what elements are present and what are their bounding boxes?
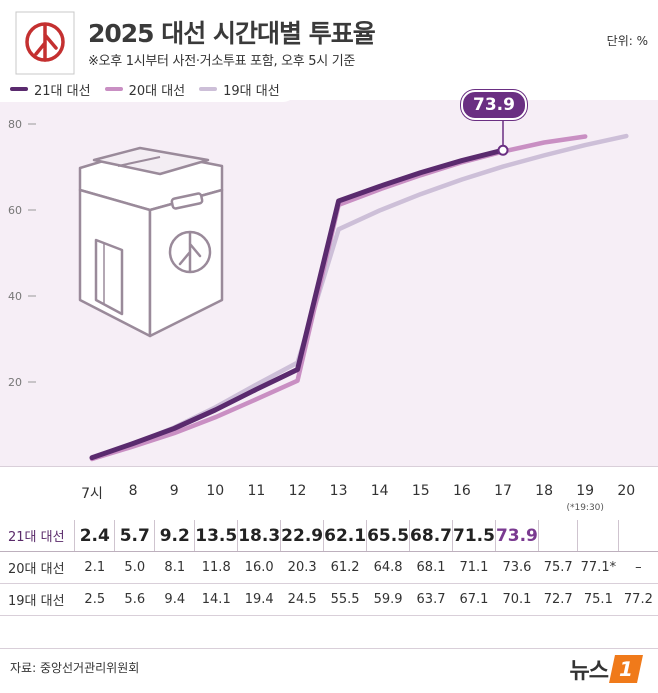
hour-label: 12 — [288, 483, 307, 499]
end-marker — [497, 118, 509, 156]
source-note: 자료: 중앙선거관리위원회 — [10, 661, 140, 675]
unit-label: 단위: % — [606, 34, 648, 48]
table-cell: 24.5 — [280, 583, 324, 616]
legend-swatch-21 — [10, 87, 28, 91]
hour-label: 15 — [411, 483, 430, 499]
table-cell: 68.7 — [409, 520, 453, 552]
hour-label: 8 — [128, 483, 138, 499]
brand-text: 뉴스 — [569, 659, 609, 684]
table-cell: 22.9 — [280, 520, 324, 552]
table-cell: 55.5 — [323, 583, 367, 616]
chart-header: 2025 대선 시간대별 투표율 ※오후 1시부터 사전·거소투표 포함, 오후… — [0, 0, 658, 100]
legend-swatch-19 — [199, 87, 218, 91]
callout-value: 73.9 — [461, 90, 527, 121]
table-cell: 61.2 — [323, 551, 367, 584]
table-cell: – — [618, 551, 658, 584]
ballot-box-illustration — [78, 146, 224, 338]
table-cell — [537, 520, 578, 552]
hour-label: 13 — [329, 483, 348, 499]
table-cell: 71.1 — [452, 551, 496, 584]
hour-label: 16 — [452, 483, 471, 499]
hour-label: 20 — [617, 483, 636, 499]
table-cell: 64.8 — [366, 551, 410, 584]
table-cell: 62.1 — [323, 520, 367, 552]
chart-subtitle: ※오후 1시부터 사전·거소투표 포함, 오후 5시 기준 — [88, 54, 356, 69]
table-cell: 5.7 — [114, 520, 155, 552]
hour-header-row: 7시 8 9 10 11 12 13 14 15 16 17 18 19 20 (*19:30) — [0, 466, 658, 521]
table-cell — [577, 520, 619, 552]
end-point — [497, 144, 509, 156]
table-cell: 9.4 — [154, 583, 195, 616]
hour-label: 9 — [169, 483, 179, 499]
hour-label: 18 — [535, 483, 554, 499]
table-cell: 5.0 — [114, 551, 155, 584]
series-line-21대 대선 — [89, 147, 506, 461]
line-chart: 20 40 60 80 — [8, 118, 629, 462]
table-cell: 65.5 — [366, 520, 410, 552]
legend: 21대 대선 20대 대선 19대 대선 — [0, 76, 296, 102]
brand-logo: 뉴스 1 — [569, 653, 643, 685]
legend-swatch-20 — [104, 87, 123, 91]
table-cell: 2.4 — [74, 520, 115, 552]
table-cell: 73.9 — [494, 520, 539, 552]
hour-label: 10 — [206, 483, 225, 499]
chart-title: 2025 대선 시간대별 투표율 — [88, 19, 376, 48]
row-label: 21대 대선 — [0, 520, 75, 552]
ballot-logo-icon — [15, 11, 75, 75]
table-row: 19대 대선 2.5 5.6 9.4 14.1 19.4 24.5 55.5 59.9 63.7 6… — [0, 583, 658, 616]
callout-label: 73.9 — [461, 90, 527, 121]
table-cell: 75.7 — [538, 551, 578, 584]
table-row: 20대 대선 2.1 5.0 8.1 11.8 16.0 20.3 61.2 64.8 68.1 7… — [0, 551, 658, 584]
legend-item-20: 20대 대선 — [104, 80, 186, 99]
table-cell: 63.7 — [409, 583, 453, 616]
table-cell: 9.2 — [154, 520, 195, 552]
y-tick-label: 40 — [8, 290, 22, 303]
table-row: 21대 대선 2.4 5.7 9.2 13.5 18.3 22.9 62.1 65.5 68.7 7… — [0, 520, 658, 552]
legend-item-21: 21대 대선 — [10, 80, 91, 99]
table-cell: 72.7 — [538, 583, 578, 616]
table-cell: 2.1 — [74, 551, 115, 584]
table-cell: 70.1 — [495, 583, 539, 616]
legend-label-20: 20대 대선 — [128, 83, 186, 99]
table-cell: 71.5 — [451, 520, 496, 552]
table-cell: 67.1 — [452, 583, 496, 616]
legend-label-19: 19대 대선 — [223, 83, 280, 99]
y-tick-label: 60 — [8, 204, 22, 217]
table-cell: 19.4 — [237, 583, 281, 616]
table-cell: 68.1 — [409, 551, 453, 584]
hour-label: 7시 — [81, 486, 103, 502]
table-cell: 8.1 — [154, 551, 195, 584]
hour-note: (*19:30) — [566, 503, 604, 513]
legend-item-19: 19대 대선 — [199, 80, 280, 99]
table-cell: 59.9 — [366, 583, 410, 616]
hour-label: 17 — [494, 483, 512, 499]
footer: 자료: 중앙선거관리위원회 뉴스 1 — [0, 648, 658, 693]
table-cell: 14.1 — [194, 583, 238, 616]
table-cell: 16.0 — [237, 551, 281, 584]
table-cell: 11.8 — [194, 551, 238, 584]
table-cell: 77.2 — [618, 583, 658, 616]
data-table: 21대 대선 2.4 5.7 9.2 13.5 18.3 22.9 62.1 65.5 68.7 7… — [0, 520, 658, 616]
hour-label: 19 — [576, 483, 595, 499]
hour-label: 14 — [370, 483, 389, 499]
table-cell: 20.3 — [280, 551, 324, 584]
table-cell: 18.3 — [237, 520, 281, 552]
y-tick-label: 20 — [8, 376, 22, 389]
table-cell: 13.5 — [194, 520, 238, 552]
y-axis: 20 40 60 80 — [8, 118, 36, 389]
y-tick-label: 80 — [8, 118, 22, 131]
table-cell: 77.1* — [577, 551, 619, 584]
table-cell: 75.1 — [577, 583, 619, 616]
table-cell: 73.6 — [495, 551, 539, 584]
row-label: 19대 대선 — [0, 583, 75, 616]
table-cell: 5.6 — [114, 583, 155, 616]
brand-badge: 1 — [609, 655, 643, 683]
table-cell — [618, 520, 658, 552]
hour-label: 11 — [247, 483, 266, 499]
table-cell: 2.5 — [74, 583, 115, 616]
legend-label-21: 21대 대선 — [34, 83, 91, 99]
row-label: 20대 대선 — [0, 551, 75, 584]
